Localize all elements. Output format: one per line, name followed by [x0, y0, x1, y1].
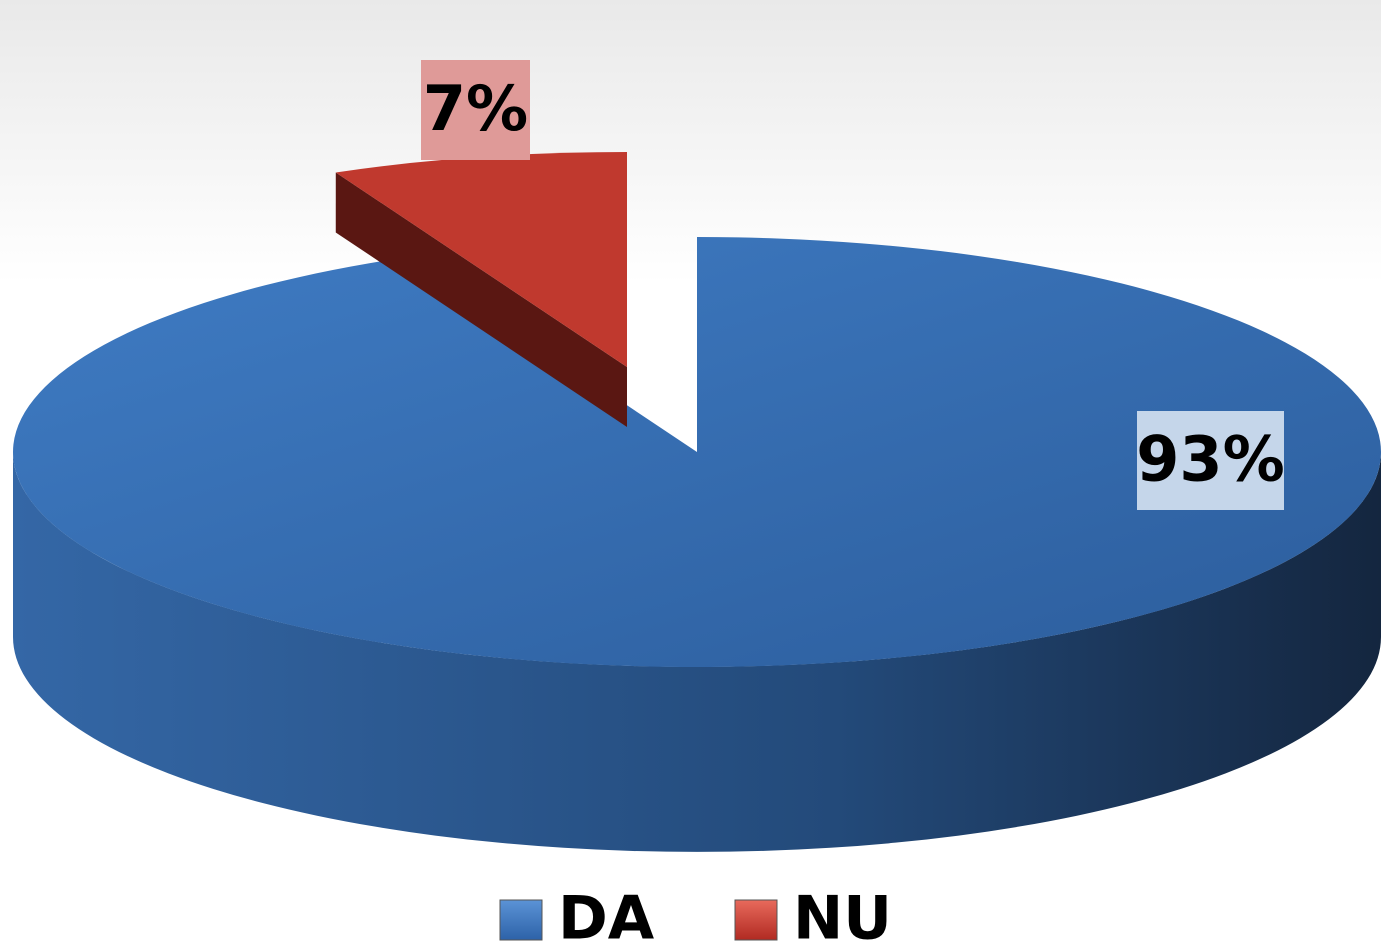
legend-swatch: [734, 899, 778, 941]
slice-side: [13, 452, 1381, 852]
value-label-box: [421, 60, 530, 160]
value-label: 93%: [1136, 423, 1284, 496]
slice-side: [335, 172, 627, 427]
pie: [13, 152, 1381, 852]
value-label-box: [1137, 411, 1284, 510]
slice: [335, 152, 627, 367]
legend-label: DA: [558, 884, 655, 944]
slice: [13, 237, 1381, 668]
labels: 93% 7%: [421, 60, 1285, 510]
legend-swatch: [499, 899, 543, 941]
legend-label: NU: [793, 884, 892, 944]
value-label: 7%: [423, 72, 528, 145]
legend: DA NU: [499, 884, 892, 944]
